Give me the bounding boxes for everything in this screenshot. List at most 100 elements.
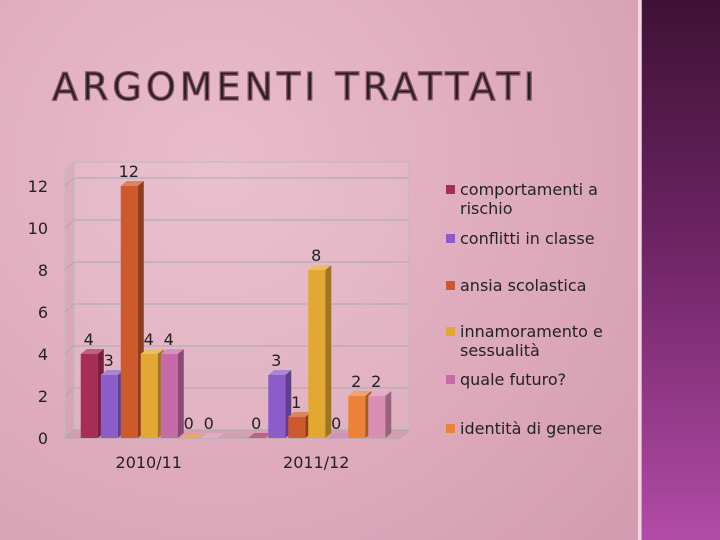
chart-title: ARGOMENTI TRATTATI — [52, 65, 539, 109]
legend-label: ansia scolastica — [460, 276, 587, 295]
side-line — [638, 0, 641, 540]
value-label: 1 — [291, 393, 301, 412]
bar — [348, 391, 372, 438]
bar — [100, 370, 124, 438]
bar-face — [160, 349, 184, 354]
bar-face — [325, 265, 332, 438]
bar — [140, 349, 164, 438]
value-label: 0 — [251, 414, 261, 433]
bar — [268, 370, 292, 438]
bar-face — [308, 265, 332, 270]
bar — [180, 433, 204, 438]
bar — [200, 433, 224, 438]
bar-face — [248, 433, 272, 438]
side-wall — [64, 160, 75, 440]
legend-item: ansia scolastica — [446, 276, 636, 295]
bar-face — [308, 270, 326, 438]
value-label: 4 — [164, 330, 174, 349]
y-tick-label: 4 — [38, 345, 48, 364]
bar-face — [140, 349, 164, 354]
value-label: 8 — [311, 246, 321, 265]
legend-swatch — [446, 375, 455, 384]
grid-line — [64, 303, 409, 313]
legend-swatch — [446, 281, 455, 290]
bar-face — [385, 391, 392, 438]
bar — [160, 349, 184, 438]
bar — [288, 412, 312, 438]
value-label: 2 — [351, 372, 361, 391]
bar-face — [80, 354, 98, 438]
bar-face — [385, 391, 392, 438]
bar-face — [80, 349, 104, 354]
bar-face — [120, 181, 144, 186]
value-label: 4 — [84, 330, 94, 349]
bar-face — [288, 412, 312, 417]
bar-face — [80, 349, 104, 354]
bar-face — [368, 396, 386, 438]
x-tick-label: 2010/11 — [116, 453, 182, 472]
bar — [368, 391, 392, 438]
bar-face — [288, 412, 312, 417]
bar-face — [180, 433, 204, 438]
legend-item: conflitti in classe — [446, 229, 636, 248]
bar-face — [268, 375, 286, 438]
chart: ARGOMENTI TRATTATI 0246810122010/1143124… — [28, 64, 539, 472]
value-label: 0 — [331, 414, 341, 433]
bar-face — [348, 396, 366, 438]
bar-face — [248, 433, 272, 438]
bar-face — [140, 354, 158, 438]
legend-label: comportamenti a rischio — [460, 180, 598, 218]
bar-face — [100, 370, 124, 375]
bar-face — [325, 265, 332, 438]
bar-face — [328, 433, 352, 438]
legend-label: conflitti in classe — [460, 229, 595, 248]
legend-label: innamoramento e sessualità — [460, 322, 603, 360]
bar-face — [100, 375, 118, 438]
bar-face — [160, 354, 178, 438]
bar-face — [200, 433, 224, 438]
y-tick-label: 12 — [28, 177, 48, 196]
side-band — [642, 0, 720, 540]
bar-face — [120, 181, 144, 186]
bar — [120, 181, 144, 438]
x-tick-label: 2011/12 — [283, 453, 349, 472]
legend-swatch — [446, 234, 455, 243]
value-label: 3 — [104, 351, 114, 370]
legend-swatch — [446, 327, 455, 336]
grid-line — [64, 345, 409, 355]
legend-swatch — [446, 185, 455, 194]
bar-face — [268, 370, 292, 375]
bar-face — [348, 391, 372, 396]
bar-face — [288, 417, 306, 438]
grid-line — [64, 261, 409, 271]
bar-face — [180, 433, 204, 438]
legend-label: identità di genere — [460, 419, 603, 438]
bar-face — [120, 186, 138, 438]
y-tick-label: 0 — [38, 429, 48, 448]
bar-face — [200, 433, 224, 438]
bar — [328, 433, 352, 438]
bar-face — [368, 391, 392, 396]
value-label: 4 — [144, 330, 154, 349]
bar-face — [100, 370, 124, 375]
bar-face — [328, 433, 352, 438]
legend-label: quale futuro? — [460, 370, 567, 389]
bar-face — [140, 349, 164, 354]
legend-swatch — [446, 424, 455, 433]
bar — [308, 265, 332, 438]
legend-item: innamoramento e sessualità — [446, 322, 636, 360]
y-tick-label: 10 — [28, 219, 48, 238]
bar-face — [308, 265, 332, 270]
y-tick-label: 2 — [38, 387, 48, 406]
legend-item: comportamenti a rischio — [446, 180, 636, 218]
grid-line — [64, 177, 409, 187]
value-label: 12 — [119, 162, 139, 181]
y-tick-label: 6 — [38, 303, 48, 322]
grid-line — [64, 387, 409, 397]
y-tick-label: 8 — [38, 261, 48, 280]
value-label: 3 — [271, 351, 281, 370]
grid-line — [64, 219, 409, 229]
bar-face — [177, 349, 184, 438]
bar — [248, 433, 272, 438]
